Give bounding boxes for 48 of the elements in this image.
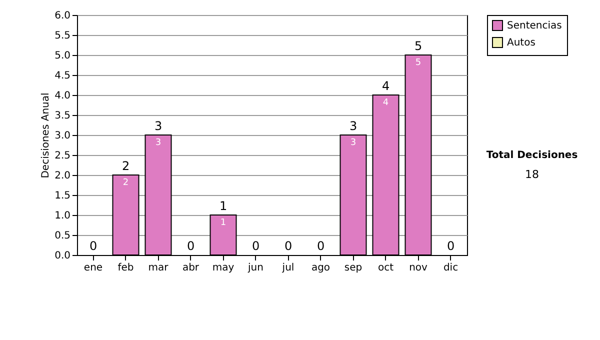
x-tick-label: jul <box>281 262 294 274</box>
data-label: 2 <box>122 178 129 188</box>
total-label: 0 <box>89 239 98 253</box>
data-label: 3 <box>350 138 356 148</box>
total-label: 0 <box>284 239 292 253</box>
total-label: 4 <box>382 79 390 93</box>
x-tick-label: feb <box>118 262 134 274</box>
text: 18 <box>525 168 539 181</box>
y-tick-label: 1.0 <box>54 210 70 222</box>
x-tick-label: nov <box>409 262 428 274</box>
total-label: 0 <box>252 239 260 253</box>
x-tick-label: dic <box>443 262 458 274</box>
y-tick-label: 2.5 <box>54 150 70 162</box>
total-label: 3 <box>349 119 358 133</box>
x-tick-label: oct <box>378 262 394 274</box>
y-tick-label: 1.5 <box>54 190 70 202</box>
text: Total Decisiones <box>486 150 578 161</box>
y-tick-label: 0.0 <box>54 250 70 262</box>
y-tick-label: 3.5 <box>54 110 70 122</box>
data-label: 1 <box>220 218 226 228</box>
total-label: 2 <box>122 159 130 173</box>
legend-label: Autos <box>507 38 536 48</box>
total-label: 1 <box>219 199 228 213</box>
y-tick-label: 4.0 <box>54 90 70 102</box>
y-axis-title: Decisiones Anual <box>40 92 52 178</box>
total-label: 3 <box>154 119 162 133</box>
x-tick-label: mar <box>148 262 170 274</box>
x-tick-label: ene <box>84 262 103 274</box>
y-tick-label: 5.0 <box>54 50 70 62</box>
y-tick-label: 4.5 <box>54 70 70 82</box>
y-tick-label: 5.5 <box>54 30 70 42</box>
data-label: 5 <box>415 58 422 68</box>
y-tick-label: 3.0 <box>54 130 70 142</box>
total-label: 0 <box>316 239 325 253</box>
y-tick-label: 0.5 <box>54 230 70 242</box>
legend-label: Sentencias <box>507 20 562 32</box>
data-label: 4 <box>382 98 389 108</box>
y-tick-label: 6.0 <box>54 10 70 22</box>
x-tick-label: may <box>212 262 234 274</box>
total-label: 5 <box>414 39 422 53</box>
x-tick-label: abr <box>182 262 200 274</box>
total-label: 0 <box>186 239 195 253</box>
x-tick-label: sep <box>344 262 362 274</box>
total-label: 0 <box>446 239 455 253</box>
data-label: 3 <box>155 138 162 148</box>
x-tick-label: ago <box>311 262 330 274</box>
y-tick-label: 2.0 <box>54 170 70 182</box>
x-tick-label: jun <box>247 262 264 274</box>
